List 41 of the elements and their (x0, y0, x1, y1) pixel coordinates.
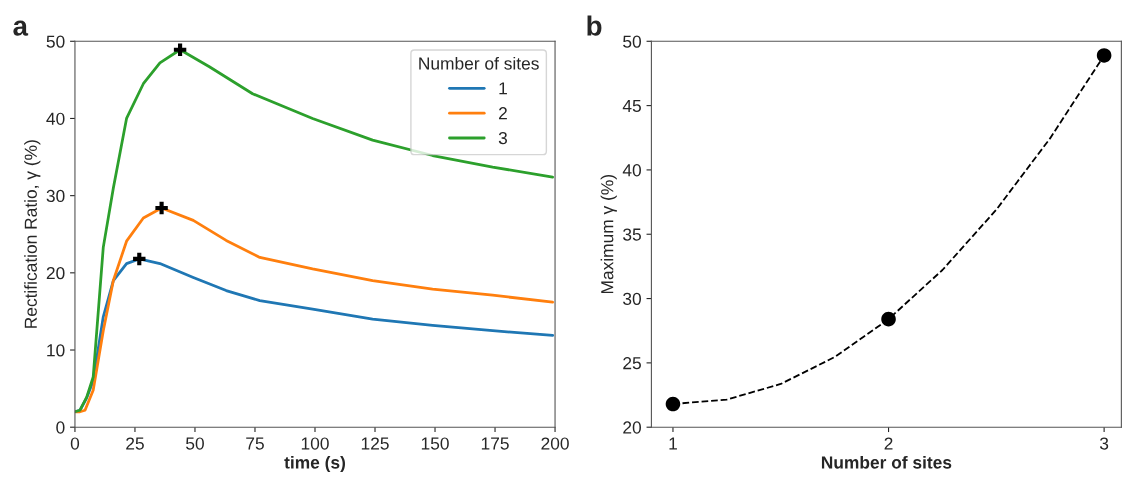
x-tick-label: 2 (884, 437, 893, 450)
y-axis-title: Rectification Ratio, γ (%) (24, 140, 41, 328)
y-tick-label: 30 (623, 292, 642, 306)
y-tick-label: 50 (623, 35, 642, 48)
y-tick-label: 20 (623, 421, 642, 434)
y-tick-label: 40 (622, 164, 642, 177)
x-tick-label: 175 (481, 437, 509, 450)
y-tick-label: 10 (47, 344, 65, 357)
y-tick-label: 40 (46, 112, 65, 125)
point (173, 43, 187, 56)
x-tick-label: 150 (421, 437, 449, 450)
legend-label: 2 (498, 107, 507, 120)
x-tick-label: 0 (70, 437, 80, 450)
y-tick-label: 0 (56, 421, 65, 434)
x-axis-title: Number of sites (821, 455, 952, 469)
x-tick-label: 1 (669, 437, 677, 450)
x-tick-label: 3 (1099, 437, 1109, 450)
y-tick-label: 30 (46, 189, 65, 203)
x-tick-label: 25 (126, 437, 144, 450)
chart-title: b (587, 15, 602, 36)
point (133, 252, 146, 266)
y-tick-label: 20 (46, 267, 65, 280)
x-tick-label: 200 (541, 437, 569, 450)
point (1096, 48, 1112, 63)
y-tick-label: 45 (622, 99, 641, 113)
point (155, 201, 168, 215)
point (665, 396, 681, 412)
legend-label: 3 (498, 131, 508, 145)
chart-title: a (13, 20, 29, 36)
x-tick-label: 100 (301, 437, 329, 450)
y-axis-title: Maximum γ (%) (600, 175, 617, 294)
x-tick-label: 50 (186, 437, 204, 450)
y-tick-label: 25 (623, 357, 641, 370)
legend-label: 1 (499, 82, 507, 95)
x-axis-title: time (s) (284, 455, 345, 473)
point (881, 311, 896, 327)
legend-title: Number of sites (419, 56, 539, 70)
y-tick-label: 50 (46, 35, 65, 48)
x-tick-label: 75 (246, 437, 264, 450)
y-tick-label: 35 (623, 228, 641, 241)
x-tick-label: 125 (361, 437, 389, 450)
